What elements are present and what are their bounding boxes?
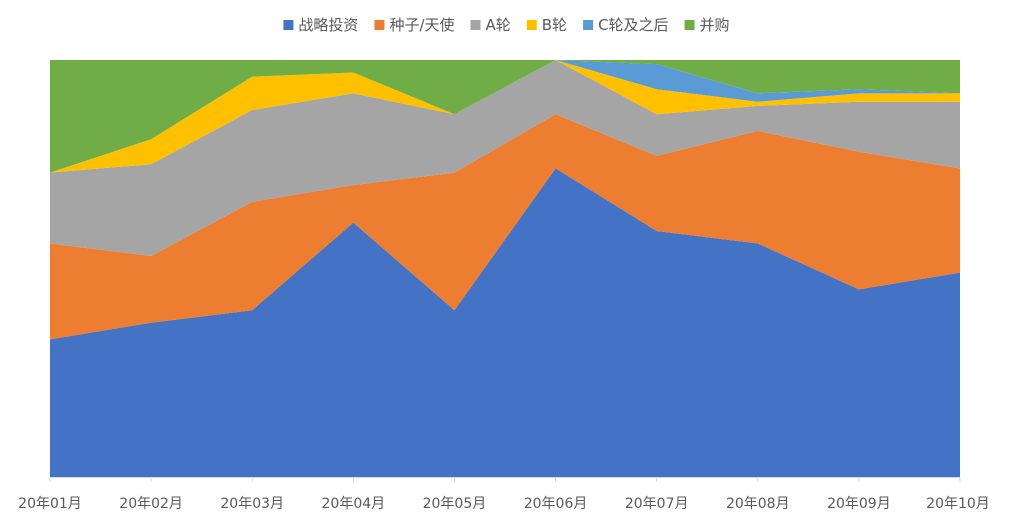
legend-swatch-5 bbox=[684, 20, 695, 30]
legend: 战略投资 种子/天使 A轮 B轮 C轮及之后 并购 bbox=[283, 16, 730, 34]
legend-item-1: 种子/天使 bbox=[374, 16, 455, 34]
x-tick-label-7: 20年08月 bbox=[726, 496, 790, 512]
x-tick-label-2: 20年03月 bbox=[220, 496, 284, 512]
x-tick-label-1: 20年02月 bbox=[119, 496, 183, 512]
legend-label-2: A轮 bbox=[486, 16, 511, 34]
legend-label-4: C轮及之后 bbox=[598, 16, 668, 34]
legend-swatch-0 bbox=[283, 20, 294, 30]
area-series-group bbox=[50, 60, 960, 478]
area-series-0 bbox=[50, 168, 960, 478]
legend-item-3: B轮 bbox=[526, 16, 567, 34]
legend-swatch-3 bbox=[526, 20, 537, 30]
area-series-1 bbox=[50, 114, 960, 340]
x-tick-label-3: 20年04月 bbox=[322, 496, 386, 512]
legend-label-1: 种子/天使 bbox=[389, 16, 454, 34]
legend-swatch-4 bbox=[583, 20, 594, 30]
legend-label-3: B轮 bbox=[542, 16, 567, 34]
legend-item-5: 并购 bbox=[684, 16, 730, 34]
x-tick-label-9: 20年10月 bbox=[926, 496, 990, 512]
legend-item-0: 战略投资 bbox=[283, 16, 358, 34]
area-series-2 bbox=[50, 60, 960, 256]
legend-label-0: 战略投资 bbox=[298, 16, 358, 34]
x-axis: 20年01月 20年02月 20年03月 20年04月 20年05月 20年06月 20年0… bbox=[18, 477, 990, 512]
x-tick-label-4: 20年05月 bbox=[423, 496, 487, 512]
x-tick-label-8: 20年09月 bbox=[827, 496, 891, 512]
legend-swatch-1 bbox=[374, 20, 385, 30]
legend-label-5: 并购 bbox=[700, 16, 730, 34]
legend-swatch-2 bbox=[470, 20, 481, 30]
legend-item-4: C轮及之后 bbox=[583, 16, 669, 34]
legend-item-2: A轮 bbox=[470, 16, 511, 34]
x-tick-label-6: 20年07月 bbox=[625, 496, 689, 512]
area-series-4 bbox=[50, 60, 960, 173]
area-series-5 bbox=[50, 60, 960, 173]
area-series-3 bbox=[50, 60, 960, 173]
x-tick-label-5: 20年06月 bbox=[524, 496, 588, 512]
x-tick-label-0: 20年01月 bbox=[18, 496, 82, 512]
